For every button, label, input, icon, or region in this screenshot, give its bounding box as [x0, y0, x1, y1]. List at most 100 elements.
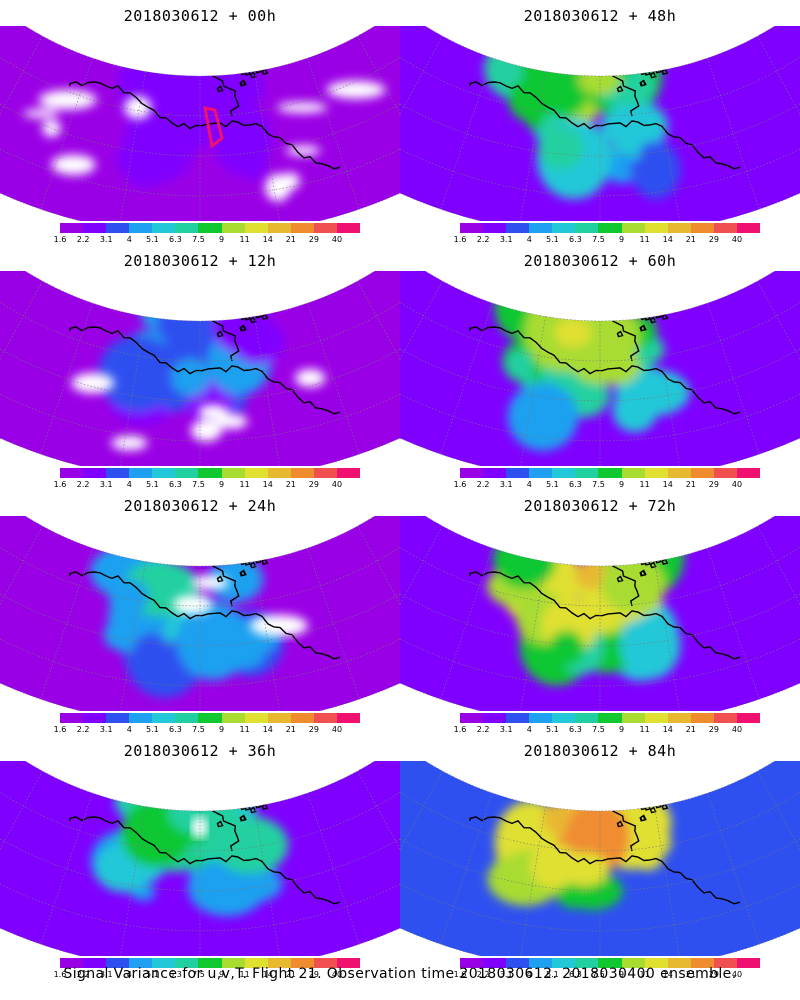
colorbar-swatch — [106, 468, 130, 478]
meridian — [440, 57, 493, 210]
meridian — [654, 71, 680, 221]
colorbar-swatch — [644, 223, 668, 233]
colorbar-label: 6.3 — [169, 725, 182, 734]
colorbar-label: 4 — [526, 480, 532, 489]
variance-field-base — [400, 26, 800, 221]
panel-title: 2018030612 + 84h — [523, 742, 677, 760]
colorbar-swatch — [152, 468, 176, 478]
colorbar-labels: 1.6 2.2 3.1 4 5.1 6.3 7.5 9 11 14 21 29 40 — [454, 480, 760, 490]
colorbar-label: 9 — [619, 480, 625, 489]
colorbar — [60, 223, 361, 233]
colorbar-swatch — [598, 713, 622, 723]
colorbar-label: 4 — [126, 725, 132, 734]
meridian — [440, 302, 493, 455]
meridian — [254, 71, 280, 221]
colorbar-label: 9 — [619, 235, 625, 244]
graticule — [0, 525, 400, 711]
colorbar-swatch — [106, 223, 130, 233]
colorbar-swatch — [598, 958, 622, 968]
parallel — [0, 638, 400, 687]
parallel — [0, 301, 400, 362]
colorbar-swatch — [267, 958, 291, 968]
variance-blob — [601, 555, 666, 613]
meridian — [307, 302, 360, 455]
colorbar-swatch — [106, 958, 130, 968]
colorbar-swatch — [529, 958, 553, 968]
variance-blob — [620, 611, 681, 680]
colorbar-swatch — [621, 468, 645, 478]
meridian — [654, 561, 680, 711]
meridian — [520, 561, 546, 711]
colorbar-label: 3.1 — [499, 480, 513, 489]
meridian — [254, 316, 280, 466]
colorbar-swatch — [221, 713, 245, 723]
colorbar-label: 1.6 — [453, 725, 467, 734]
colorbar-label: 40 — [331, 235, 343, 244]
colorbar-swatch — [621, 713, 645, 723]
colorbar-swatch — [736, 958, 761, 968]
meridian — [307, 792, 360, 945]
colorbar-swatch — [667, 958, 691, 968]
variance-blob — [603, 152, 640, 184]
colorbar-swatch — [198, 468, 222, 478]
forecast-panel-p72: 2018030612 + 72h 1.6 2.2 3.1 4 5.1 6.3 7.5 9 11 14… — [400, 490, 800, 734]
colorbar-label: 3.1 — [499, 235, 513, 244]
colorbar-label: 14 — [662, 480, 673, 489]
colorbar-label: 29 — [708, 725, 719, 734]
colorbar-swatch — [129, 468, 153, 478]
coastline — [69, 81, 341, 170]
panel-title: 2018030612 + 72h — [523, 497, 677, 515]
forecast-panel-p36: 2018030612 + 36h 1.6 2.2 3.1 4 5.1 6.3 7.5 9 11 14… — [0, 735, 400, 979]
panel-title: 2018030612 + 12h — [123, 252, 277, 270]
colorbar-label: 1.6 — [53, 725, 67, 734]
panel-title: 2018030612 + 24h — [123, 497, 277, 515]
colorbar-swatch — [129, 223, 153, 233]
parallel — [0, 148, 400, 197]
variance-gap — [124, 96, 152, 119]
colorbar-swatch — [244, 223, 268, 233]
colorbar-swatch — [267, 468, 291, 478]
coastline — [469, 326, 741, 415]
colorbar-label: 14 — [662, 725, 673, 734]
graticule — [0, 770, 400, 956]
variance-blob — [98, 335, 178, 412]
colorbar-swatch — [552, 223, 576, 233]
panel-title: 2018030612 + 00h — [123, 7, 277, 25]
colorbar-swatch — [175, 713, 199, 723]
colorbar-label: 14 — [662, 235, 673, 244]
colorbar-label: 14 — [262, 970, 273, 979]
colorbar-label: 3.1 — [99, 480, 113, 489]
colorbar-swatch — [690, 958, 714, 968]
colorbar-label: 6.3 — [569, 970, 582, 979]
colorbar-swatch — [667, 223, 691, 233]
variance-blob — [117, 587, 142, 606]
colorbar-label: 14 — [662, 970, 673, 979]
colorbar-swatch — [552, 468, 576, 478]
colorbar-swatch — [575, 958, 599, 968]
colorbar-label: 6.3 — [569, 235, 582, 244]
colorbar-swatch — [336, 713, 361, 723]
colorbar-label: 6.3 — [169, 970, 182, 979]
colorbar-swatch — [483, 713, 507, 723]
graticule — [400, 770, 800, 956]
colorbar-label: 40 — [331, 970, 343, 979]
colorbar-swatch — [713, 223, 737, 233]
colorbar-label: 4 — [526, 235, 532, 244]
colorbar-label: 29 — [308, 480, 319, 489]
variance-gap — [277, 102, 328, 113]
forecast-panel-p48: 2018030612 + 48h 1.6 2.2 3.1 4 5.1 6.3 7.5 9 11 14… — [400, 0, 800, 244]
colorbar-label: 3.1 — [99, 970, 113, 979]
colorbar-swatch — [83, 713, 107, 723]
colorbar-swatch — [60, 468, 84, 478]
colorbar-swatch — [221, 958, 245, 968]
colorbar-label: 29 — [308, 235, 319, 244]
colorbar-label: 1.6 — [53, 235, 67, 244]
meridian — [254, 806, 280, 956]
colorbar-swatch — [198, 958, 222, 968]
colorbar-swatch — [152, 713, 176, 723]
colorbar-label: 7.5 — [192, 970, 205, 979]
colorbar-label: 21 — [685, 480, 696, 489]
colorbar-label: 14 — [262, 480, 273, 489]
colorbar-swatch — [290, 958, 314, 968]
variance-blob — [578, 65, 621, 95]
